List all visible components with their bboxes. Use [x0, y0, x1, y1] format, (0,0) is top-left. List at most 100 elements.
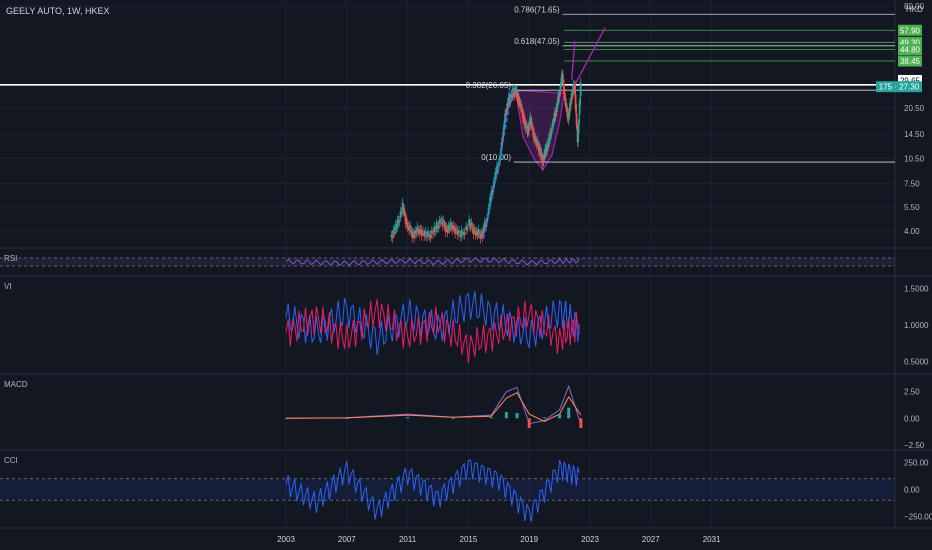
candle-body[interactable] — [570, 103, 572, 105]
cci-series-line[interactable] — [285, 459, 580, 522]
candle-body[interactable] — [511, 94, 514, 97]
candle-body[interactable] — [445, 226, 448, 228]
candle-body[interactable] — [438, 219, 441, 224]
candle-body[interactable] — [529, 115, 532, 123]
candle-body[interactable] — [508, 99, 511, 102]
candle-body[interactable] — [542, 159, 545, 163]
candle-body[interactable] — [538, 146, 541, 147]
candle-body[interactable] — [447, 225, 450, 229]
candle-body[interactable] — [405, 219, 408, 221]
candle-body[interactable] — [535, 140, 538, 145]
candle-body[interactable] — [540, 152, 543, 155]
candle-body[interactable] — [539, 148, 541, 156]
candle-body[interactable] — [554, 114, 557, 117]
candle-body[interactable] — [505, 114, 508, 115]
candle-body[interactable] — [512, 88, 515, 94]
candle-body[interactable] — [559, 81, 562, 88]
candle-body[interactable] — [513, 92, 516, 97]
candle-body[interactable] — [492, 190, 494, 192]
candle-body[interactable] — [486, 217, 489, 219]
candle-body[interactable] — [460, 230, 463, 237]
candle-body[interactable] — [393, 231, 396, 233]
candle-body[interactable] — [534, 138, 537, 140]
candle-body[interactable] — [492, 181, 495, 187]
candle-body[interactable] — [514, 91, 517, 93]
candle-body[interactable] — [395, 227, 398, 229]
candle-body[interactable] — [565, 103, 568, 106]
candle-body[interactable] — [506, 102, 509, 107]
candle-body[interactable] — [422, 230, 424, 232]
candle-body[interactable] — [407, 224, 410, 226]
candle-body[interactable] — [560, 83, 563, 85]
candle-body[interactable] — [482, 228, 485, 233]
candle-body[interactable] — [550, 132, 553, 134]
candle-body[interactable] — [541, 158, 544, 166]
candle-body[interactable] — [579, 98, 582, 106]
candle-body[interactable] — [558, 96, 561, 98]
vi-pane[interactable]: 1.5000 1.0000 0.5000 VI — [4, 282, 929, 367]
candle-body[interactable] — [451, 225, 454, 231]
candle-body[interactable] — [539, 150, 542, 152]
candle-body[interactable] — [448, 227, 451, 230]
candle-body[interactable] — [477, 229, 480, 234]
candle-body[interactable] — [483, 230, 485, 232]
candle-body[interactable] — [507, 104, 510, 106]
candle-body[interactable] — [543, 153, 546, 158]
candle-body[interactable] — [414, 230, 417, 234]
candle-body[interactable] — [577, 128, 579, 143]
candle-body[interactable] — [399, 211, 402, 218]
candle-body[interactable] — [578, 119, 581, 124]
candle-body[interactable] — [528, 128, 530, 131]
candle-body[interactable] — [575, 103, 577, 112]
candle-body[interactable] — [470, 222, 473, 226]
rsi-series-line[interactable] — [285, 257, 580, 267]
candle-body[interactable] — [427, 231, 429, 237]
candle-body[interactable] — [572, 92, 574, 94]
candle-body[interactable] — [479, 234, 482, 239]
candle-body[interactable] — [541, 156, 544, 159]
candle-body[interactable] — [390, 235, 393, 237]
candle-body[interactable] — [436, 225, 439, 228]
candle-body[interactable] — [501, 142, 504, 144]
candle-body[interactable] — [415, 232, 418, 235]
candle-body[interactable] — [444, 226, 447, 233]
cci-pane[interactable]: 250.00 0.00 −250.00 CCI — [0, 456, 932, 522]
candle-body[interactable] — [566, 110, 569, 118]
candle-body[interactable] — [553, 120, 556, 121]
candle-body[interactable] — [391, 235, 394, 239]
candle-body[interactable] — [571, 96, 573, 100]
candle-body[interactable] — [514, 89, 517, 91]
candle-body[interactable] — [563, 88, 566, 92]
candle-body[interactable] — [458, 230, 460, 233]
candle-body[interactable] — [456, 231, 459, 236]
candle-body[interactable] — [547, 137, 550, 144]
candle-body[interactable] — [416, 226, 419, 232]
candle-body[interactable] — [418, 229, 421, 234]
candle-body[interactable] — [410, 230, 413, 232]
candle-body[interactable] — [428, 234, 431, 236]
price-pane[interactable]: 80.00 20.50 14.50 10.50 7.50 5.50 4.00 HKD 0.786… — [0, 2, 925, 244]
candle-body[interactable] — [548, 141, 551, 143]
candle-body[interactable] — [394, 224, 397, 231]
candle-body[interactable] — [567, 112, 569, 114]
candle-body[interactable] — [561, 74, 564, 76]
candle-body[interactable] — [466, 227, 469, 229]
candle-body[interactable] — [564, 93, 566, 101]
candle-body[interactable] — [531, 126, 534, 130]
candle-body[interactable] — [409, 225, 412, 229]
candle-body[interactable] — [417, 229, 420, 231]
candle-body[interactable] — [471, 226, 474, 229]
rsi-pane[interactable]: RSI — [0, 254, 895, 267]
candle-body[interactable] — [520, 104, 523, 106]
candle-body[interactable] — [411, 231, 414, 238]
candle-body[interactable] — [510, 96, 513, 98]
projection-line[interactable] — [571, 27, 606, 86]
candle-body[interactable] — [469, 223, 472, 228]
candle-body[interactable] — [452, 225, 455, 228]
candle-body[interactable] — [430, 230, 433, 234]
candle-body[interactable] — [516, 94, 519, 96]
candle-body[interactable] — [544, 151, 547, 154]
candle-body[interactable] — [486, 217, 488, 222]
candle-body[interactable] — [536, 139, 539, 143]
candle-body[interactable] — [571, 90, 574, 95]
